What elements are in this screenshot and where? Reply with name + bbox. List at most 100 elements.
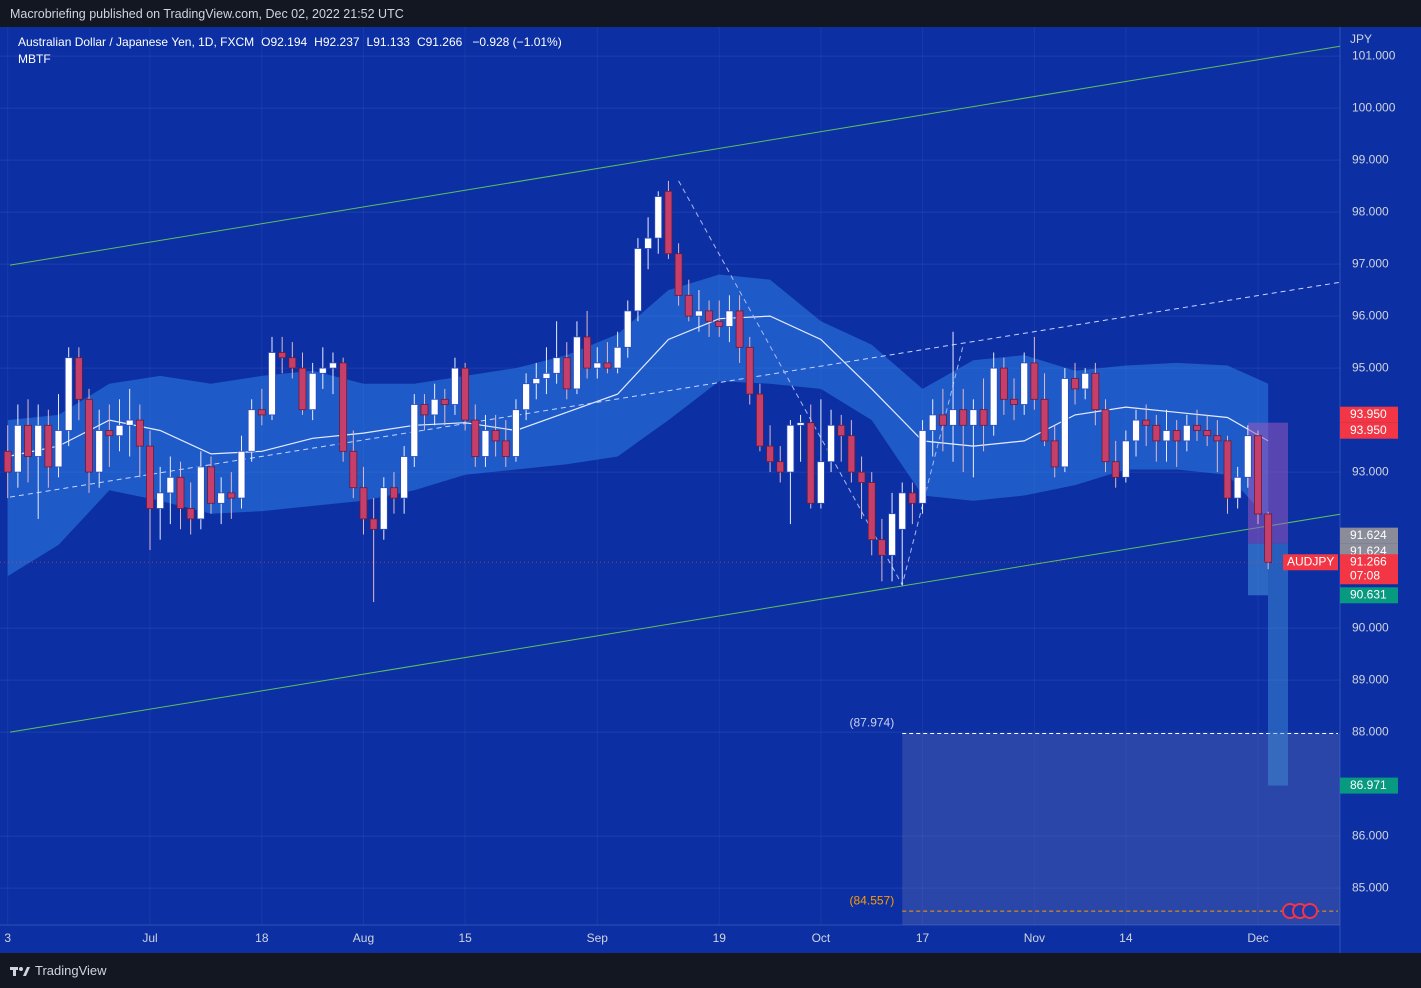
candle-body [186,508,195,520]
y-axis-unit: JPY [1350,32,1372,46]
x-tick-label: 17 [916,931,930,945]
candle-body [379,487,388,530]
published-note: Macrobriefing published on TradingView.c… [10,7,404,21]
candle-body [115,424,124,437]
candle-body [745,346,754,395]
candle-body [634,248,642,312]
x-tick-label: Jul [142,931,157,945]
candle-body [471,419,480,457]
legend: Australian Dollar / Japanese Yen, 1D, FX… [18,35,562,49]
price-label-box [1340,406,1398,423]
level-label: (87.974) [850,716,895,730]
candle-body [1060,378,1069,468]
price-label: 93.950 [1350,407,1387,421]
axis-layer: 85.000 86.000 88.000 89.000 90.000 93.000 95.0… [4,48,1398,945]
candle-body [766,445,774,463]
candle-body [501,440,510,457]
candle-body [318,367,327,374]
x-tick-label: Dec [1247,931,1268,945]
candle-body [440,398,449,405]
candle-body [491,430,500,442]
candle-body [1182,424,1191,442]
ohlc-key: C [416,35,426,49]
candle-body [786,424,795,473]
ohlc-key: O [261,35,271,49]
candle-body [44,424,53,468]
position-target-2 [1268,543,1288,786]
candle-body [1213,435,1222,442]
candle-body [390,487,398,499]
y-tick-label: 98.000 [1352,204,1389,218]
candle-body [308,372,317,411]
candle-body [969,409,978,426]
candle-body [1152,424,1161,442]
candle-body [796,422,805,426]
price-label-box [1340,554,1398,585]
candle-body [888,513,896,556]
candle-body [522,383,531,411]
candle-body [430,398,439,416]
y-tick-label: 97.000 [1352,256,1389,270]
candle-body [237,450,246,499]
candle-body [1020,362,1029,405]
candle-body [664,190,673,255]
candle-body [1111,461,1120,478]
candle-body [359,487,368,520]
candle-body [369,518,378,530]
y-tick-label: 95.000 [1352,360,1389,374]
candle-body [928,414,937,431]
x-tick-label: 18 [255,931,269,945]
candle-body [603,362,612,369]
candle-body [776,461,785,473]
candle-body [674,253,683,296]
candle-body [1233,476,1242,499]
y-tick-label: 101.000 [1352,48,1396,62]
candle-body [1254,435,1262,515]
alert-icons [1282,903,1318,919]
candle-body [125,419,134,426]
candle-body [989,367,998,426]
candle-body [1010,398,1018,405]
icon [1302,903,1318,919]
candle-body [217,492,226,504]
candle-body [806,422,815,504]
x-tick-label: Aug [353,931,374,945]
candle-body [1264,513,1273,563]
y-tick-label: 100.000 [1352,100,1396,114]
candle-body [339,362,348,452]
price-label-box [1340,422,1398,439]
candle-body [552,357,561,374]
candle-body [644,237,652,249]
candle-body [24,424,32,457]
candle-body [1162,430,1171,442]
change: −0.928 (−1.01%) [472,35,562,49]
ohlc-item: H92.237 [311,35,359,49]
candle-body [1040,398,1049,442]
candle-body [583,336,592,369]
candle-body [877,539,886,556]
candle-body [837,424,846,437]
candle-body [400,456,409,499]
candle-body [85,398,93,473]
candle-body [938,414,947,426]
candle-body [908,492,917,504]
candle-body [298,367,307,411]
candle-body [451,367,459,405]
candle-body [1132,419,1140,442]
candle-body [247,409,256,452]
x-tick-label: Nov [1024,931,1045,945]
y-tick-label: 99.000 [1352,152,1389,166]
indicator-name: MBTF [18,52,51,66]
ohlc-value: 91.266 [425,35,463,49]
candle-body [278,352,287,359]
y-tick-label: 88.000 [1352,724,1389,738]
candle-body [1172,430,1181,442]
candle-body [481,430,490,457]
price-label: 91.624 [1350,528,1387,542]
candle-body [1071,378,1079,390]
position-target [1248,543,1268,596]
candle-body [715,320,724,327]
candle-body [695,310,703,317]
candle-body [959,409,968,426]
